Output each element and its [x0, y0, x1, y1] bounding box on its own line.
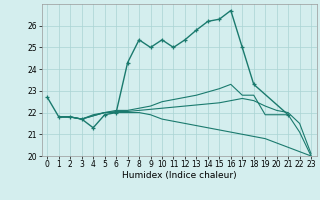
X-axis label: Humidex (Indice chaleur): Humidex (Indice chaleur)	[122, 171, 236, 180]
